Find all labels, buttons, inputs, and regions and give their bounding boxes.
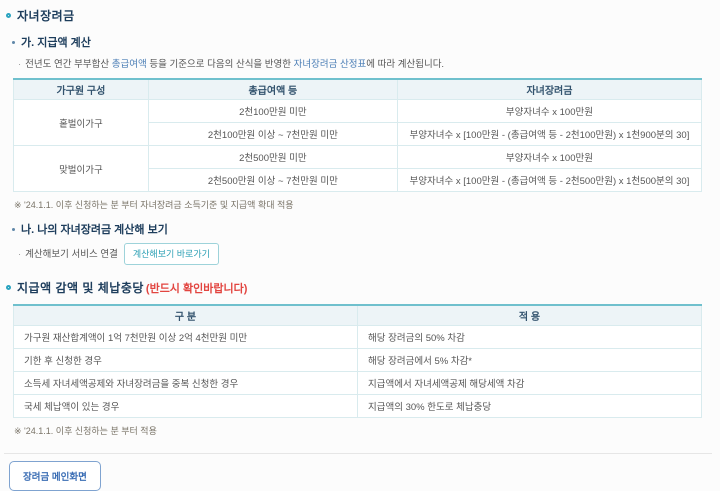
cell-case: 가구원 재산합계액이 1억 7천만원 이상 2억 4천만원 미만 xyxy=(13,325,358,349)
dot-bullet-icon xyxy=(12,227,15,231)
intro-post: 에 따라 계산됩니다. xyxy=(366,59,445,70)
incentive-main-button[interactable]: 장려금 메인화면 xyxy=(9,461,101,491)
section-circle-bullet-icon xyxy=(6,285,11,290)
cell-income: 2천500만원 미만 xyxy=(147,145,398,169)
intro-emphasis-gross-pay: 총급여액 xyxy=(111,59,147,70)
table-row: 2천500만원 이상 ~ 7천만원 미만 부양자녀수 x [100만원 - (총… xyxy=(14,168,703,192)
section-heading-reduction: 지급액 감액 및 체납충당 (반드시 확인바랍니다) xyxy=(6,279,712,296)
subsection-heading-try-calc: 나. 나의 자녀장려금 계산해 보기 xyxy=(12,221,712,237)
cell-amount: 부양자녀수 x 100만원 xyxy=(396,99,703,123)
cell-group-dual: 맞벌이가구 xyxy=(13,145,149,192)
cell-apply: 해당 장려금에서 5% 차감* xyxy=(357,348,702,372)
cell-amount: 부양자녀수 x [100만원 - (총급여액 등 - 2천100만원) x 1천… xyxy=(396,122,703,146)
child-incentive-page: 자녀장려금 가. 지급액 계산 · 전년도 연간 부부합산 총급여액 등을 기준으… xyxy=(4,7,712,491)
cell-case: 국세 체납액이 있는 경우 xyxy=(13,394,358,418)
intro-pre: 전년도 연간 부부합산 xyxy=(25,59,112,70)
col-header-incentive: 자녀장려금 xyxy=(396,78,703,100)
cell-case: 소득세 자녀세액공제와 자녀장려금을 중복 신청한 경우 xyxy=(13,371,358,395)
col-header-household: 가구원 구성 xyxy=(13,78,149,100)
page-title-row: 자녀장려금 xyxy=(6,7,712,24)
expansion-note: ※ '24.1.1. 이후 신청하는 분 부터 자녀장려금 소득기준 및 지급액… xyxy=(14,200,294,210)
calc-try-button[interactable]: 계산해보기 바로가기 xyxy=(123,243,219,265)
page-title: 자녀장려금 xyxy=(17,9,75,23)
calc-intro-text: · 전년도 연간 부부합산 총급여액 등을 기준으로 다음의 산식을 반영한 자녀… xyxy=(18,56,712,70)
payment-calc-table: 가구원 구성 총급여액 등 자녀장려금 홑벌이가구 2천100만원 미만 부양자… xyxy=(13,78,703,192)
hyphen-bullet-icon: · xyxy=(18,59,22,70)
cell-group-single: 홑벌이가구 xyxy=(13,99,149,146)
intro-emphasis-calc-table: 자녀장려금 산정표 xyxy=(293,59,367,70)
cell-income: 2천500만원 이상 ~ 7천만원 미만 xyxy=(147,168,398,192)
cell-amount: 부양자녀수 x [100만원 - (총급여액 등 - 2천500만원) x 1천… xyxy=(396,168,703,192)
table-header-row: 구 분 적 용 xyxy=(13,304,702,326)
table-row: 홑벌이가구 2천100만원 미만 부양자녀수 x 100만원 xyxy=(13,99,703,146)
col-header-case: 구 분 xyxy=(13,304,358,326)
apply-note: ※ '24.1.1. 이후 신청하는 분 부터 적용 xyxy=(14,426,157,436)
table-header-row: 가구원 구성 총급여액 등 자녀장려금 xyxy=(13,78,703,100)
section-circle-bullet-icon xyxy=(6,13,11,18)
table-row: 맞벌이가구 2천500만원 미만 부양자녀수 x 100만원 xyxy=(13,145,703,192)
table-row: 가구원 재산합계액이 1억 7천만원 이상 2억 4천만원 미만 해당 장려금의… xyxy=(13,325,702,349)
cell-amount: 부양자녀수 x 100만원 xyxy=(396,145,703,169)
table-row: 기한 후 신청한 경우 해당 장려금에서 5% 차감* xyxy=(13,348,702,372)
calc-service-label: 계산해보기 서비스 연결 xyxy=(25,249,118,260)
subsection-heading-calc: 가. 지급액 계산 xyxy=(12,34,712,50)
cell-apply: 지급액에서 자녀세액공제 해당세액 차감 xyxy=(357,371,702,395)
cell-apply: 해당 장려금의 50% 차감 xyxy=(357,325,702,349)
intro-mid: 등을 기준으로 다음의 산식을 반영한 xyxy=(146,59,294,70)
reduction-rules-table: 구 분 적 용 가구원 재산합계액이 1억 7천만원 이상 2억 4천만원 미만… xyxy=(13,304,702,418)
section-heading-reduction-label: 지급액 감액 및 체납충당 xyxy=(17,281,144,295)
subsection-heading-calc-label: 가. 지급액 계산 xyxy=(21,37,91,49)
col-header-apply: 적 용 xyxy=(357,304,702,326)
footer-bar: 장려금 메인화면 xyxy=(4,453,712,491)
cell-apply: 지급액의 30% 한도로 체납충당 xyxy=(357,394,702,418)
dot-bullet-icon xyxy=(12,40,15,44)
cell-case: 기한 후 신청한 경우 xyxy=(13,348,358,372)
hyphen-bullet-icon: · xyxy=(18,249,22,260)
cell-income: 2천100만원 미만 xyxy=(147,99,398,123)
col-header-income: 총급여액 등 xyxy=(147,78,398,100)
subsection-heading-try-calc-label: 나. 나의 자녀장려금 계산해 보기 xyxy=(21,224,168,236)
confirm-warning-text: (반드시 확인바랍니다) xyxy=(145,282,248,295)
table-row: 소득세 자녀세액공제와 자녀장려금을 중복 신청한 경우 지급액에서 자녀세액공… xyxy=(13,371,702,395)
calc-service-row: · 계산해보기 서비스 연결 계산해보기 바로가기 xyxy=(18,243,712,265)
cell-income: 2천100만원 이상 ~ 7천만원 미만 xyxy=(147,122,398,146)
table-row: 국세 체납액이 있는 경우 지급액의 30% 한도로 체납충당 xyxy=(13,394,702,418)
